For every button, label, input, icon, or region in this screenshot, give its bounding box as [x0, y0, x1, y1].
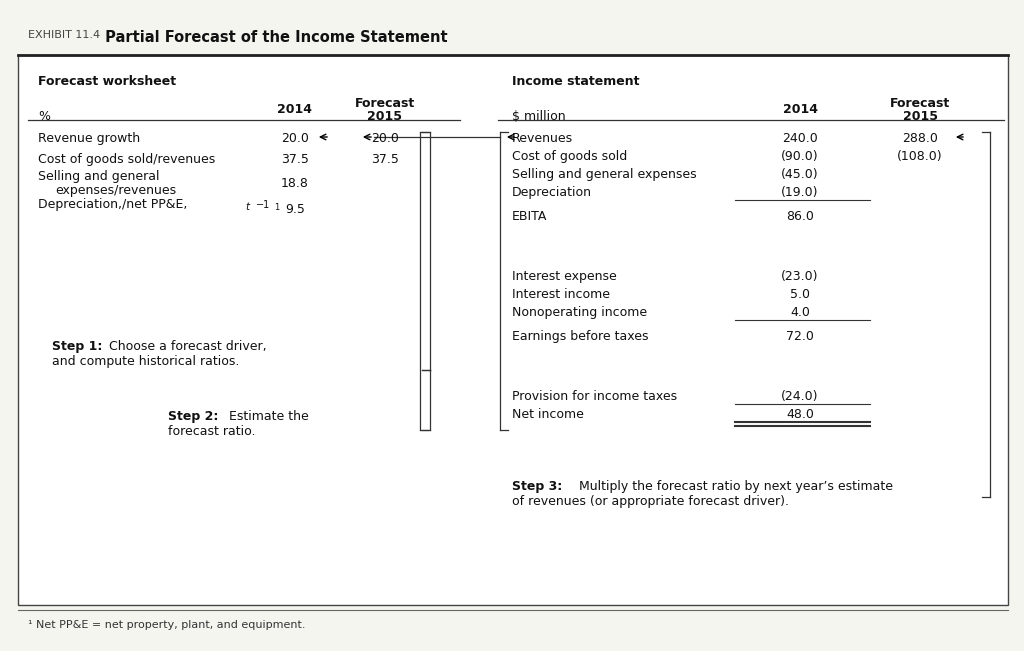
Text: 5.0: 5.0 [790, 288, 810, 301]
Text: Step 3:: Step 3: [512, 480, 562, 493]
Text: 2015: 2015 [368, 110, 402, 123]
Text: ¹ Net PP&E = net property, plant, and equipment.: ¹ Net PP&E = net property, plant, and eq… [28, 620, 305, 630]
Text: Interest expense: Interest expense [512, 270, 616, 283]
Text: Forecast: Forecast [890, 97, 950, 110]
Text: Interest income: Interest income [512, 288, 610, 301]
Text: Net income: Net income [512, 408, 584, 421]
Text: (108.0): (108.0) [897, 150, 943, 163]
Text: Earnings before taxes: Earnings before taxes [512, 330, 648, 343]
Text: Multiply the forecast ratio by next year’s estimate: Multiply the forecast ratio by next year… [575, 480, 893, 493]
Text: Income statement: Income statement [512, 75, 640, 88]
Bar [18, 55, 1008, 605]
Text: (90.0): (90.0) [781, 150, 819, 163]
Text: (24.0): (24.0) [781, 390, 819, 403]
Text: 37.5: 37.5 [281, 153, 309, 166]
Text: 2014: 2014 [278, 103, 312, 116]
Text: Cost of goods sold/revenues: Cost of goods sold/revenues [38, 153, 215, 166]
Text: 48.0: 48.0 [786, 408, 814, 421]
Text: 20.0: 20.0 [281, 132, 309, 145]
Text: Selling and general expenses: Selling and general expenses [512, 168, 696, 181]
Text: $ million: $ million [512, 110, 565, 123]
Text: Estimate the: Estimate the [225, 410, 309, 423]
Text: of revenues (or appropriate forecast driver).: of revenues (or appropriate forecast dri… [512, 495, 790, 508]
Text: 2015: 2015 [902, 110, 938, 123]
Text: 2014: 2014 [782, 103, 817, 116]
Text: 37.5: 37.5 [371, 153, 399, 166]
Text: Nonoperating income: Nonoperating income [512, 306, 647, 319]
Text: 20.0: 20.0 [371, 132, 399, 145]
Text: and compute historical ratios.: and compute historical ratios. [52, 355, 240, 368]
Text: Revenues: Revenues [512, 132, 573, 145]
Text: expenses/revenues: expenses/revenues [55, 184, 176, 197]
Text: 4.0: 4.0 [791, 306, 810, 319]
Text: Partial Forecast of the Income Statement: Partial Forecast of the Income Statement [100, 30, 447, 45]
Text: forecast ratio.: forecast ratio. [168, 425, 256, 438]
Text: −1: −1 [256, 200, 270, 210]
Text: Step 2:: Step 2: [168, 410, 218, 423]
Text: (19.0): (19.0) [781, 186, 819, 199]
Text: 9.5: 9.5 [285, 203, 305, 216]
Text: Depreciation: Depreciation [512, 186, 592, 199]
Text: 240.0: 240.0 [782, 132, 818, 145]
Text: EXHIBIT 11.4: EXHIBIT 11.4 [28, 30, 100, 40]
Text: Cost of goods sold: Cost of goods sold [512, 150, 628, 163]
Text: Selling and general: Selling and general [38, 170, 160, 183]
Text: 86.0: 86.0 [786, 210, 814, 223]
Text: Provision for income taxes: Provision for income taxes [512, 390, 677, 403]
Text: Step 1:: Step 1: [52, 340, 102, 353]
Text: Forecast worksheet: Forecast worksheet [38, 75, 176, 88]
Text: Revenue growth: Revenue growth [38, 132, 140, 145]
Text: Choose a forecast driver,: Choose a forecast driver, [105, 340, 266, 353]
Text: 72.0: 72.0 [786, 330, 814, 343]
Text: (45.0): (45.0) [781, 168, 819, 181]
Text: EBITA: EBITA [512, 210, 548, 223]
Text: 1: 1 [274, 203, 280, 212]
Text: Depreciation,/net PP&E,: Depreciation,/net PP&E, [38, 198, 187, 211]
Text: %: % [38, 110, 50, 123]
Text: $t$: $t$ [245, 200, 251, 212]
Text: Forecast: Forecast [355, 97, 415, 110]
Text: 288.0: 288.0 [902, 132, 938, 145]
Text: 18.8: 18.8 [281, 177, 309, 190]
Text: (23.0): (23.0) [781, 270, 819, 283]
